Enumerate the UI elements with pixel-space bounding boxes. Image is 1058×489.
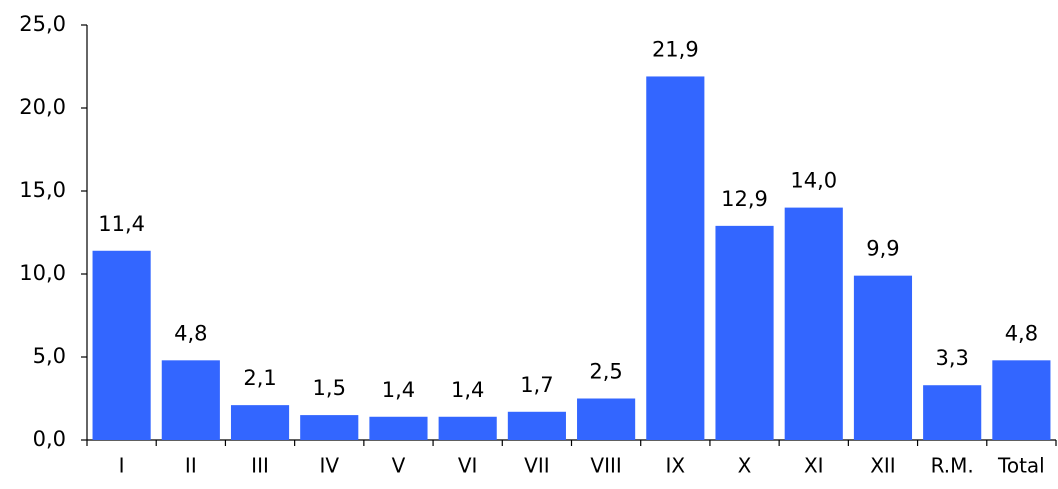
bar-vi [438, 416, 497, 440]
data-label: 1,7 [520, 373, 553, 397]
bar-ii [161, 360, 220, 440]
bar-rm [923, 385, 982, 440]
data-labels: 11,4 4,8 2,1 1,5 1,4 1,4 1,7 2,5 21,9 12,9 14,0 9,9… [98, 37, 1038, 401]
data-label: 2,1 [243, 366, 276, 390]
bar-v [369, 416, 428, 440]
y-tick-label: 10,0 [19, 261, 66, 285]
bar-viii [577, 398, 636, 440]
x-tick-label: Total [997, 454, 1045, 478]
bar-i [92, 250, 151, 440]
x-tick-label: V [392, 454, 406, 478]
data-label: 4,8 [174, 321, 207, 345]
data-label: 1,4 [382, 378, 415, 402]
data-label: 2,5 [589, 360, 622, 384]
x-tick-label: I [119, 454, 125, 478]
y-tick-label: 5,0 [33, 344, 66, 368]
bar-x [715, 225, 774, 440]
x-tick-label: IX [666, 454, 686, 478]
data-label: 12,9 [721, 187, 768, 211]
x-tick-label: III [251, 454, 269, 478]
x-tick-label: R.M. [931, 454, 974, 478]
bar-vii [507, 411, 566, 440]
x-axis: I II III IV V VI VII VIII IX X XI XII R.M. Total [86, 439, 1057, 478]
y-tick-label: 0,0 [33, 427, 66, 451]
data-label: 9,9 [866, 237, 899, 261]
data-label: 1,4 [451, 378, 484, 402]
y-tick-label: 25,0 [19, 12, 66, 36]
y-axis: 0,0 5,0 10,0 15,0 20,0 25,0 [19, 12, 88, 451]
y-tick-label: 20,0 [19, 95, 66, 119]
data-label: 1,5 [313, 376, 346, 400]
bars [92, 76, 1051, 441]
x-tick-label: VI [458, 454, 478, 478]
x-tick-label: VIII [590, 454, 621, 478]
bar-xi [784, 207, 843, 440]
bar-ix [646, 76, 705, 441]
x-tick-label: X [738, 454, 752, 478]
bar-iii [230, 405, 290, 440]
data-label: 3,3 [935, 346, 968, 370]
x-tick-label: IV [319, 454, 339, 478]
x-tick-label: XII [870, 454, 896, 478]
data-label: 14,0 [790, 169, 837, 193]
y-tick-label: 15,0 [19, 178, 66, 202]
x-tick-label: XI [804, 454, 824, 478]
bar-iv [300, 415, 359, 440]
bar-xii [853, 275, 913, 440]
data-label: 4,8 [1005, 321, 1038, 345]
data-label: 21,9 [652, 37, 699, 61]
data-label: 11,4 [98, 212, 145, 236]
bar-total [992, 360, 1051, 440]
x-tick-label: II [185, 454, 197, 478]
x-tick-label: VII [524, 454, 549, 478]
